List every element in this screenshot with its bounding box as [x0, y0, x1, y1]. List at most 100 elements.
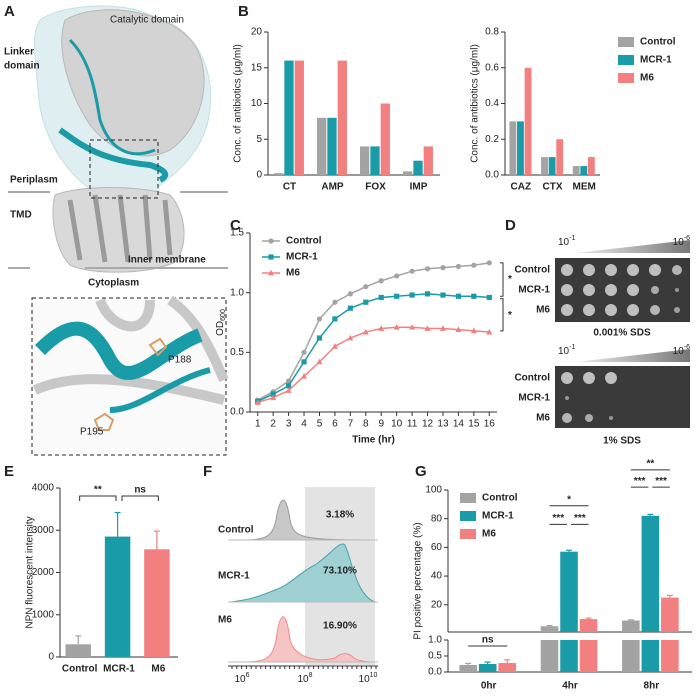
colony-spot — [562, 413, 572, 423]
colony-spot — [674, 307, 680, 313]
condition-label: 1% SDS — [603, 436, 641, 447]
point — [362, 328, 369, 335]
colony-spot — [583, 264, 595, 276]
sig-label: ** — [94, 485, 102, 496]
region-label: Cytoplasm — [88, 278, 139, 289]
error-bar — [75, 635, 82, 645]
axes — [267, 32, 440, 176]
colony-spot — [605, 264, 617, 276]
sig-label: *** — [574, 513, 586, 524]
x-tick-label: 108 — [297, 672, 312, 685]
bar — [327, 117, 337, 175]
error-bar — [114, 511, 121, 537]
condition-label: 0.001% SDS — [593, 328, 651, 339]
x-tick-label: 4 — [301, 419, 307, 430]
colony-spot — [650, 305, 660, 315]
colony-spot — [627, 264, 639, 276]
bar — [370, 146, 380, 175]
y-tick-label: 1.0 — [230, 287, 244, 298]
colony-spot — [585, 414, 593, 422]
legend-swatch — [618, 55, 634, 65]
dilution-label-base: 10 — [673, 346, 685, 357]
colony-spot — [561, 304, 573, 316]
x-tick-label: FOX — [365, 182, 386, 193]
domain-label: domain — [4, 61, 40, 72]
point — [440, 292, 446, 298]
y-axis-label-main: OD — [215, 321, 226, 336]
point — [254, 399, 261, 405]
x-tick-label: 3 — [286, 419, 292, 430]
x-tick-label-base: 10 — [297, 674, 309, 685]
point — [301, 349, 307, 355]
y-tick-label: 0.0 — [485, 170, 499, 181]
colony-spot — [627, 284, 639, 296]
legend-label: M6 — [482, 529, 496, 540]
x-tick-label-exp: 6 — [246, 672, 250, 679]
colony-spot — [651, 286, 659, 294]
point — [285, 378, 292, 384]
colony-spot — [561, 264, 573, 276]
y-tick-label: 0 — [48, 652, 54, 663]
dilution-label-base: 10 — [558, 346, 570, 357]
x-tick-label-base: 10 — [359, 674, 371, 685]
gate-percentage: 73.10% — [323, 566, 357, 577]
x-tick-label: 9 — [378, 419, 384, 430]
colony-spot — [675, 288, 679, 292]
bar — [423, 146, 433, 175]
x-tick-label: 15 — [468, 419, 480, 430]
colony-spot — [605, 284, 617, 296]
x-tick-label: 11 — [407, 419, 418, 430]
error-bar — [546, 624, 553, 627]
legend-label: Control — [482, 493, 518, 504]
x-tick-label: 8 — [363, 419, 369, 430]
point — [455, 263, 462, 270]
sig-label: * — [567, 494, 571, 505]
tmd-helices — [67, 194, 173, 263]
y-tick-label: 80 — [431, 513, 443, 524]
colony-spot — [605, 304, 617, 316]
proline-sticks — [93, 337, 168, 431]
bar — [337, 60, 347, 175]
point — [332, 299, 338, 305]
x-tick-label: MEM — [572, 182, 595, 193]
y-tick-label: 3000 — [32, 525, 55, 536]
sig-label: *** — [634, 476, 646, 487]
zoom-loop — [109, 367, 211, 413]
y-tick-label: 0.5 — [230, 347, 244, 358]
zoom-coils — [32, 295, 229, 405]
point — [363, 284, 369, 290]
bar — [380, 103, 390, 175]
point — [347, 291, 353, 297]
point — [378, 325, 385, 331]
bar — [560, 640, 578, 672]
bar — [587, 157, 595, 175]
bar — [294, 60, 304, 175]
x-tick-label: 12 — [422, 419, 434, 430]
bar — [509, 121, 517, 175]
bar — [661, 597, 679, 632]
bar — [541, 157, 548, 175]
point — [486, 294, 492, 301]
point — [316, 358, 323, 365]
catalytic-surface — [61, 9, 205, 157]
dilution-label: 10-6 — [673, 344, 690, 357]
bar — [104, 536, 131, 657]
bar — [580, 166, 588, 175]
series-line — [257, 326, 490, 404]
sig-label: ns — [134, 485, 146, 496]
sig-bracket — [500, 298, 504, 332]
colony-spot — [561, 372, 573, 384]
y-axis-label: NPN fluorescent intensity — [25, 516, 36, 628]
legend-label: Control — [640, 37, 676, 48]
row-label: MCR-1 — [518, 393, 550, 404]
x-tick-label: 8hr — [644, 681, 660, 692]
y-tick-label: 15 — [251, 62, 263, 73]
bar — [622, 640, 640, 672]
bar — [517, 121, 524, 175]
point — [455, 326, 462, 333]
domain-label: Linker — [4, 47, 34, 58]
point — [424, 266, 431, 272]
legend-swatch — [460, 529, 476, 539]
y-tick-label: 40 — [431, 571, 443, 582]
